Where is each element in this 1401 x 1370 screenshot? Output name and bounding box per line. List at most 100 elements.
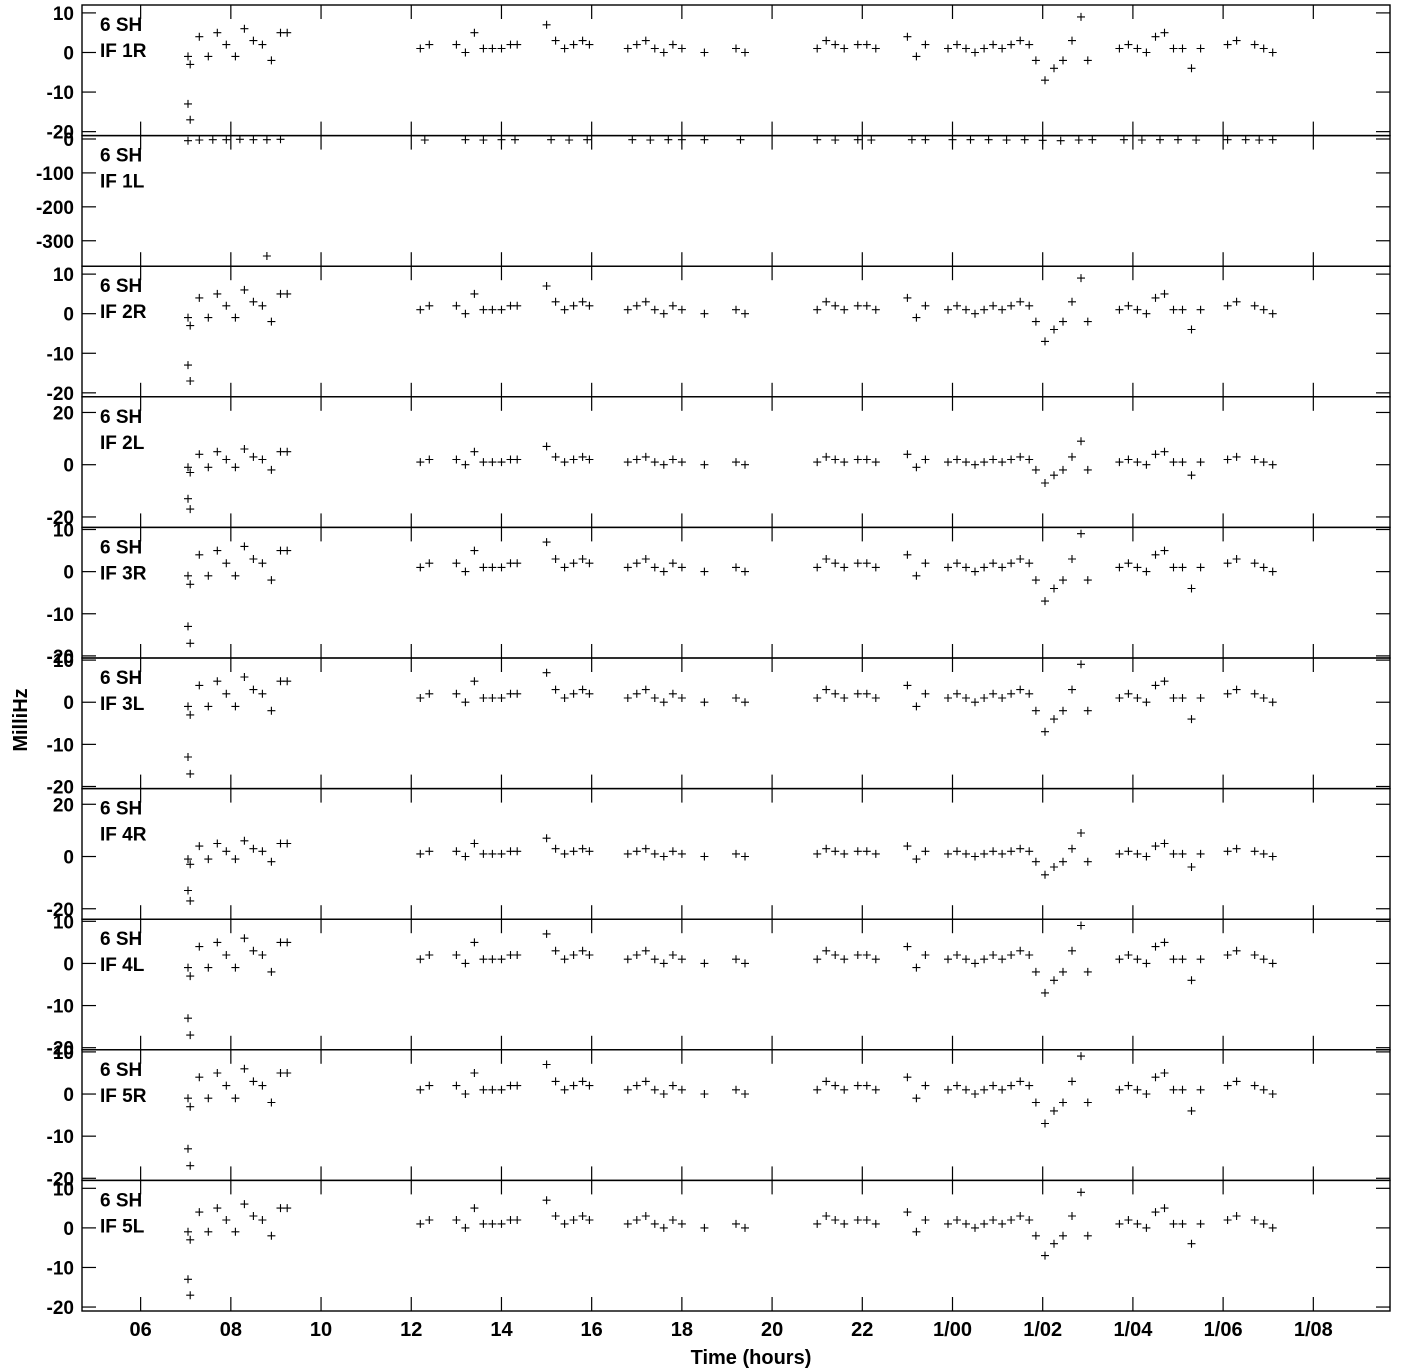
x-tick-label: 12 bbox=[400, 1319, 422, 1341]
data-point bbox=[1007, 951, 1016, 959]
data-point bbox=[213, 28, 222, 37]
data-point bbox=[948, 135, 957, 144]
data-point bbox=[677, 135, 686, 144]
data-point bbox=[560, 44, 569, 53]
panel-channel-label: IF 3R bbox=[100, 563, 147, 584]
data-point bbox=[1050, 64, 1058, 73]
panel-channel-label: IF 4R bbox=[100, 825, 147, 846]
data-point bbox=[871, 458, 880, 467]
data-point bbox=[267, 576, 276, 585]
data-point bbox=[1169, 694, 1178, 702]
data-point bbox=[853, 301, 862, 310]
data-point bbox=[425, 1081, 434, 1090]
data-point bbox=[204, 963, 213, 972]
data-point bbox=[1250, 689, 1259, 698]
data-point bbox=[632, 847, 641, 856]
data-point bbox=[668, 1216, 677, 1224]
data-point bbox=[497, 1085, 506, 1094]
data-point bbox=[195, 32, 204, 41]
data-point bbox=[903, 293, 912, 302]
data-point bbox=[813, 694, 822, 702]
data-point bbox=[452, 847, 461, 856]
data-point bbox=[1068, 297, 1076, 306]
data-point bbox=[184, 99, 192, 108]
data-point bbox=[1025, 40, 1034, 49]
data-point bbox=[1041, 727, 1049, 736]
data-point bbox=[840, 305, 849, 314]
data-point bbox=[488, 1219, 497, 1228]
data-point bbox=[184, 361, 192, 370]
data-point bbox=[186, 769, 195, 778]
data-point bbox=[184, 622, 192, 631]
data-point bbox=[416, 563, 425, 572]
data-point bbox=[1007, 1216, 1016, 1224]
data-point bbox=[1142, 959, 1151, 968]
data-point bbox=[953, 1081, 961, 1090]
data-point bbox=[989, 301, 998, 310]
data-point bbox=[903, 842, 912, 851]
x-tick-label: 22 bbox=[851, 1319, 873, 1341]
data-point bbox=[1016, 1077, 1025, 1086]
data-point bbox=[623, 458, 632, 467]
data-point bbox=[966, 135, 975, 144]
data-point bbox=[1016, 297, 1025, 306]
data-point bbox=[276, 135, 285, 144]
data-point bbox=[998, 563, 1007, 572]
data-point bbox=[1041, 1251, 1049, 1260]
data-point bbox=[488, 563, 497, 572]
data-point bbox=[1124, 40, 1133, 49]
data-point bbox=[551, 36, 560, 45]
data-point bbox=[1259, 1085, 1268, 1094]
data-point bbox=[971, 48, 979, 57]
data-point bbox=[249, 297, 258, 306]
data-point bbox=[1187, 976, 1196, 985]
data-point bbox=[813, 305, 822, 314]
data-point bbox=[813, 135, 822, 144]
data-point bbox=[231, 52, 240, 61]
data-point bbox=[813, 849, 822, 858]
data-point bbox=[283, 1069, 292, 1077]
data-point bbox=[416, 694, 425, 702]
data-point bbox=[560, 458, 569, 467]
panel-if-1l: 0 -100 -200 -300 6 SH IF 1L bbox=[36, 130, 1391, 267]
data-point bbox=[204, 702, 213, 711]
y-tick-label: -100 bbox=[36, 164, 74, 185]
data-point bbox=[461, 959, 470, 968]
data-point bbox=[1031, 706, 1040, 715]
data-point bbox=[506, 455, 515, 464]
data-point bbox=[1133, 1219, 1142, 1228]
data-point bbox=[1268, 1090, 1277, 1098]
data-point bbox=[184, 1094, 192, 1103]
data-point bbox=[962, 458, 970, 467]
data-point bbox=[677, 849, 686, 858]
y-tick-label: 0 bbox=[63, 693, 74, 714]
data-point bbox=[1196, 305, 1205, 314]
data-point bbox=[1077, 1052, 1085, 1061]
data-point bbox=[1268, 698, 1277, 707]
data-point bbox=[732, 1219, 740, 1228]
data-point bbox=[1160, 1069, 1169, 1077]
data-point bbox=[822, 844, 831, 853]
data-point bbox=[989, 455, 998, 464]
data-point bbox=[249, 555, 258, 563]
data-point bbox=[623, 563, 632, 572]
y-tick-label: 0 bbox=[63, 43, 74, 64]
x-tick-label: 1/04 bbox=[1113, 1319, 1153, 1341]
data-point bbox=[980, 563, 989, 572]
data-point bbox=[903, 1208, 912, 1217]
data-point bbox=[452, 1216, 461, 1224]
data-point bbox=[195, 550, 204, 559]
data-point bbox=[258, 455, 267, 464]
data-point bbox=[1007, 301, 1016, 310]
data-point bbox=[222, 455, 231, 464]
data-point bbox=[184, 463, 192, 472]
data-point bbox=[1142, 852, 1151, 861]
data-point bbox=[585, 455, 594, 464]
data-point bbox=[186, 860, 195, 869]
data-point bbox=[659, 852, 668, 861]
data-point bbox=[1223, 559, 1232, 568]
data-point bbox=[1268, 959, 1277, 968]
data-point bbox=[862, 40, 871, 49]
y-tick-label: -20 bbox=[47, 508, 74, 529]
data-point bbox=[186, 580, 195, 589]
